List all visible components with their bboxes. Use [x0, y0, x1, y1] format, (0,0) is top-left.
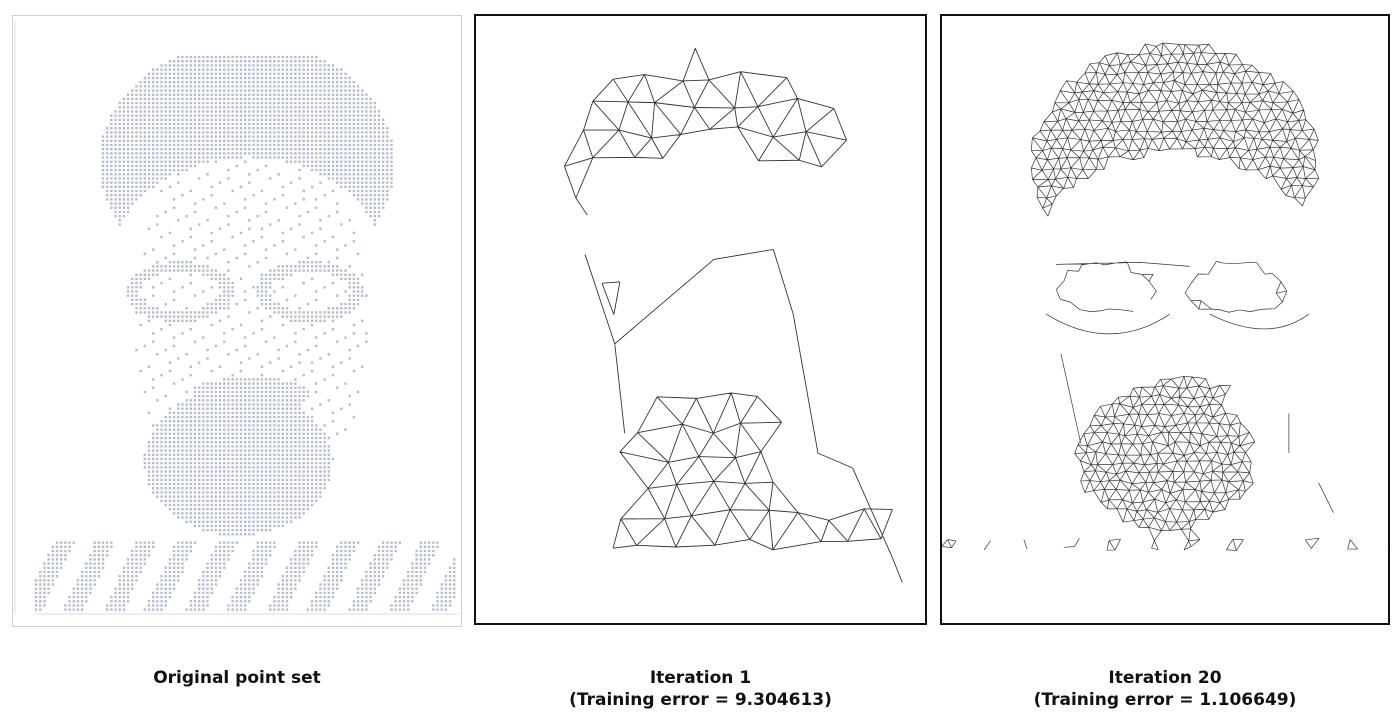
caption-title: Original point set — [153, 668, 321, 688]
caption-training-error: (Training error = 1.106649) — [1033, 690, 1297, 710]
caption-title: Iteration 20 — [1108, 668, 1222, 688]
iteration-20-mesh-panel — [940, 14, 1390, 625]
mesh-edge-path — [942, 42, 1388, 551]
mesh-edge-path — [563, 48, 903, 583]
iteration-1-mesh-panel — [474, 14, 927, 625]
caption-title: Iteration 1 — [649, 668, 752, 688]
iteration-20-mesh — [942, 42, 1388, 551]
point-cloud — [34, 55, 456, 611]
original-point-set-panel — [12, 15, 462, 627]
caption-iteration-1: Iteration 1 (Training error = 9.304613) — [474, 667, 927, 711]
caption-iteration-20: Iteration 20 (Training error = 1.106649) — [940, 667, 1390, 711]
mesh-edges — [563, 48, 903, 583]
caption-training-error: (Training error = 9.304613) — [569, 690, 832, 710]
iteration-1-mesh — [563, 48, 903, 583]
plot-axes — [14, 20, 460, 615]
point-cloud-plot — [14, 20, 460, 615]
caption-original-point-set: Original point set — [12, 667, 462, 689]
mesh-edges — [942, 42, 1388, 551]
